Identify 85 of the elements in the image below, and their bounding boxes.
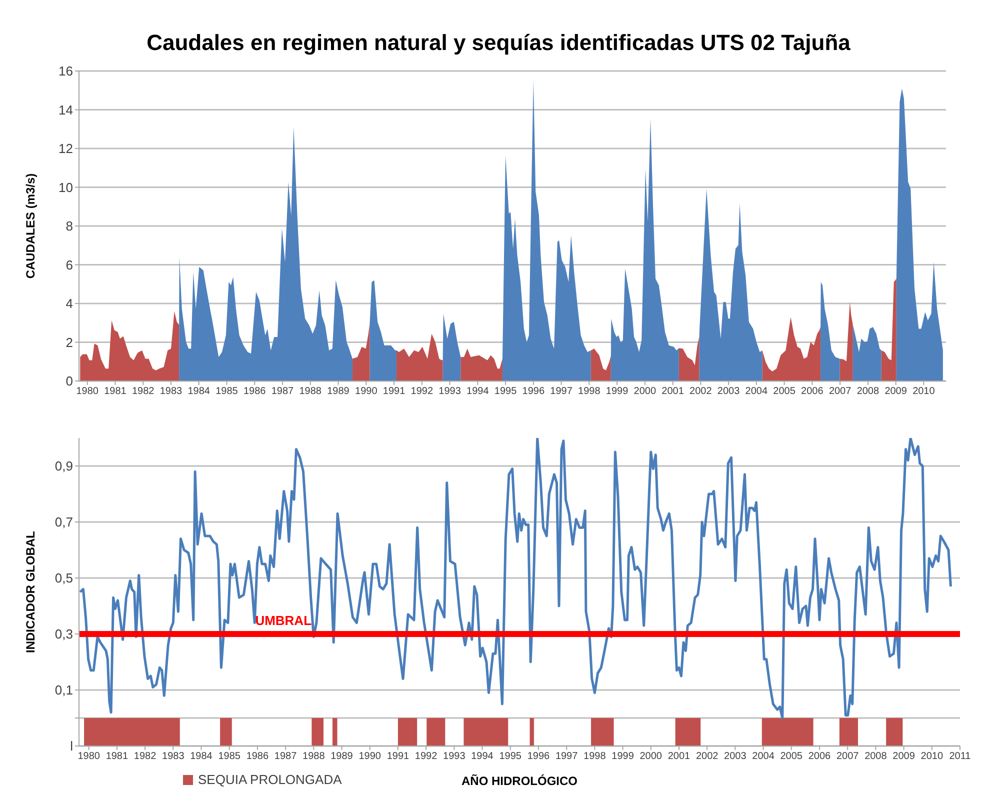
y-tick-label: 0,1 (54, 682, 73, 698)
y-axis-title: INDICADOR GLOBAL (23, 531, 38, 653)
x-tick-label: 1997 (555, 751, 578, 762)
y-tick-label: 2 (66, 334, 73, 350)
x-tick-label: 1984 (190, 751, 213, 762)
x-tick-label: 2006 (808, 751, 832, 762)
x-tick-label: 1983 (162, 751, 185, 762)
x-tick-label: 1990 (358, 751, 382, 762)
y-tick-label: l (70, 738, 74, 754)
x-tick-label: 2002 (696, 751, 719, 762)
x-tick-label: 1983 (160, 386, 183, 398)
x-tick-label: 1987 (271, 386, 294, 398)
legend-label: SEQUIA PROLONGADA (198, 772, 342, 787)
x-tick-label: 1982 (134, 751, 157, 762)
x-tick-label: 1982 (132, 386, 155, 398)
x-tick-label: 1991 (386, 751, 410, 762)
x-tick-label: 1986 (244, 386, 266, 398)
x-tick-label: 1999 (612, 751, 634, 762)
x-tick-label: 2004 (752, 751, 775, 762)
x-tick-label: 2001 (668, 751, 691, 762)
x-tick-label: 1984 (188, 386, 210, 398)
x-tick-label: 1998 (584, 751, 606, 762)
x-tick-label: 1980 (78, 751, 100, 762)
x-tick-label: 1985 (218, 751, 241, 762)
x-tick-label: 2000 (640, 751, 662, 762)
line-series (79, 438, 952, 720)
x-tick-label: 1981 (106, 751, 128, 762)
x-tick-label: 1988 (302, 751, 326, 762)
x-tick-label: 1980 (76, 386, 99, 398)
y-tick-label: 12 (58, 141, 73, 156)
y-tick-label: 0,7 (54, 514, 73, 530)
x-tick-label: 1988 (299, 386, 322, 398)
x-tick-label: 2008 (864, 751, 888, 762)
x-tick-label: 1989 (330, 751, 354, 762)
x-tick-label: 2002 (690, 386, 712, 398)
x-tick-label: 1987 (274, 751, 298, 762)
x-tick-label: 2005 (780, 751, 803, 762)
x-tick-label: 1995 (499, 751, 522, 762)
x-tick-label: 1981 (104, 386, 127, 398)
x-tick-label: 2008 (856, 386, 880, 398)
x-tick-label: 1994 (466, 386, 490, 398)
y-tick-label: 10 (58, 180, 73, 195)
x-tick-label: 1995 (494, 386, 518, 398)
x-tick-label: 1999 (606, 386, 629, 398)
x-tick-label: 1997 (550, 386, 573, 398)
x-tick-label: 2005 (773, 386, 796, 398)
x-tick-label: 2006 (801, 386, 824, 398)
x-tick-label: 1992 (410, 386, 434, 398)
y-tick-label: 0 (66, 374, 73, 389)
x-tick-label: 1990 (355, 386, 378, 398)
y-tick-label: 14 (58, 102, 73, 118)
y-tick-label: 0,3 (54, 626, 73, 642)
x-tick-label: 1985 (216, 386, 238, 398)
x-tick-label: 2010 (912, 386, 936, 398)
x-tick-label: 1993 (443, 751, 466, 762)
x-tick-label: 1986 (246, 751, 270, 762)
x-tick-label: 2010 (920, 751, 944, 762)
ref-line-label: UMBRAL (255, 613, 312, 628)
x-tick-label: 2000 (634, 386, 656, 398)
x-tick-label: 2007 (836, 751, 860, 762)
x-tick-label: 1989 (327, 386, 350, 398)
x-tick-label: 1996 (527, 751, 550, 762)
x-tick-label: 2004 (745, 386, 768, 398)
x-tick-label: 2009 (892, 751, 916, 762)
y-axis-title: CAUDALES (m3/s) (23, 173, 38, 279)
x-tick-label: 1994 (471, 751, 494, 762)
y-tick-label: 6 (66, 257, 73, 272)
x-tick-label: 2007 (828, 386, 852, 398)
y-tick-label: 16 (58, 64, 73, 79)
x-tick-label: 2003 (724, 751, 747, 762)
y-tick-label: 0,9 (54, 458, 73, 474)
x-tick-label: 2009 (884, 386, 908, 398)
x-tick-label: 2011 (949, 751, 972, 762)
x-tick-label: 1991 (382, 386, 406, 398)
y-tick-label: 0,5 (54, 570, 73, 586)
x-tick-label: 2001 (662, 386, 684, 398)
x-tick-label: 1993 (438, 386, 462, 398)
y-tick-label: 8 (66, 218, 73, 234)
x-tick-label: 1996 (522, 386, 545, 398)
x-tick-label: 1998 (578, 386, 601, 398)
x-tick-label: 2003 (717, 386, 740, 398)
x-tick-label: 1992 (414, 751, 438, 762)
y-tick-label: 4 (66, 296, 73, 312)
chart-title: Caudales en regimen natural y sequías identificadas UTS 02 Tajuña (146, 30, 852, 56)
x-axis-title: AÑO HIDROLÓGICO (462, 774, 578, 788)
